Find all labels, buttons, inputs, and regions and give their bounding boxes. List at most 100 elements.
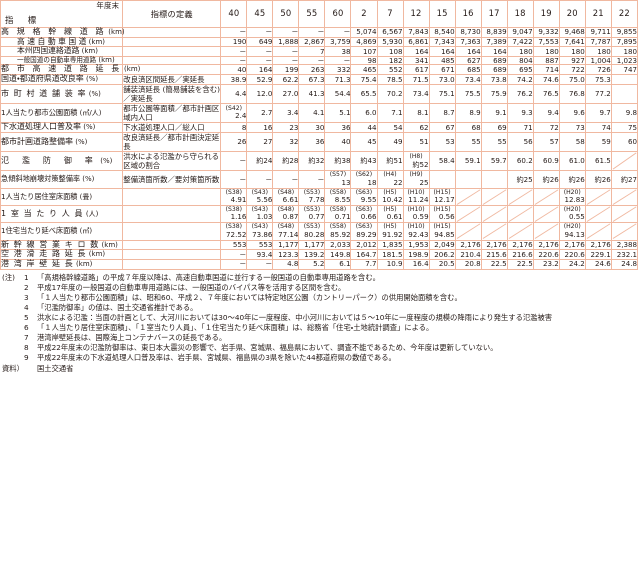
cell-year-note: (S43) [251, 188, 269, 196]
data-cell: 36 [298, 132, 326, 153]
data-cell: 59.7 [480, 151, 508, 172]
data-cell: 72 [532, 122, 560, 134]
data-cell: 7,843 [402, 27, 430, 38]
cell-year-note: (H20) [563, 188, 581, 196]
data-cell: (H10) 92.43 [402, 222, 430, 241]
data-cell: 617 [402, 64, 430, 75]
data-cell: 927 [558, 55, 586, 66]
data-cell: 24.8 [610, 258, 638, 270]
header-year-60: 60 [324, 0, 352, 28]
data-cell: 181.5 [376, 249, 404, 260]
cell-year-note: (S38) [225, 205, 243, 213]
data-cell: 23.2 [532, 258, 560, 270]
data-cell: 73.4 [454, 73, 482, 86]
data-cell: － [220, 55, 248, 66]
cell-value: 89.29 [356, 229, 377, 239]
row-label-unit: (人) [83, 209, 99, 218]
empty-cell-diagonal-icon [612, 223, 637, 240]
footnote-number: 3 [24, 292, 29, 302]
row-definition: 舗装済延長 (簡易舗装を含む) ／実延長 [122, 84, 222, 105]
cell-year-note: (H15) [433, 223, 451, 231]
data-cell: 123.3 [272, 249, 300, 260]
empty-data-cell [506, 222, 534, 241]
data-cell: 2.7 [246, 103, 274, 124]
row-definition [122, 55, 222, 66]
row-label-unit: (㎡/人) [77, 108, 102, 117]
cell-year-note: (S63) [355, 205, 373, 213]
data-cell: (S43) 1.03 [246, 204, 274, 224]
cell-value: 0.59 [412, 212, 429, 222]
data-cell: (S62) 18 [350, 170, 378, 189]
cell-year-note: (S63) [355, 223, 373, 231]
row-label: 都市計画道路整備率 (%) [0, 132, 124, 153]
data-cell: 75 [610, 122, 638, 134]
data-cell: 5.2 [298, 258, 326, 270]
row-definition [122, 258, 222, 270]
empty-cell-diagonal-icon [456, 189, 480, 205]
row-label: 1住宅当たり延べ床面積 (㎡) [0, 222, 124, 241]
data-cell: － [246, 258, 274, 270]
source-tag: 資料） [2, 364, 24, 374]
data-cell: 57 [532, 132, 560, 153]
empty-data-cell [610, 151, 638, 172]
data-cell: 2,049 [428, 239, 456, 251]
data-cell: － [324, 55, 352, 66]
footnote-item: 2 平成17年度の一般国道の自動車専用道路には、一般国道のバイパス等を活用する区間… [2, 283, 638, 293]
data-cell: 180 [584, 46, 612, 57]
row-label: 国道・都道府県道改良率 (%) [0, 73, 124, 86]
data-cell: (H5) 91.92 [376, 222, 404, 241]
data-cell: 約26 [532, 170, 560, 189]
data-cell: 75.1 [428, 84, 456, 105]
footnote-number: 9 [24, 353, 29, 362]
data-cell: 139.2 [298, 249, 326, 260]
cell-year-note: (H10) [407, 205, 425, 213]
cell-value: 73.86 [252, 229, 273, 239]
data-cell: 8.9 [454, 103, 482, 124]
cell-value: 18 [367, 177, 377, 187]
row-label-unit: (km) [96, 55, 115, 64]
data-cell: 9.3 [506, 103, 534, 124]
table-row: 都 市 高 速 道 路 延 長 (km) 40 164 199 263 332 465 552… [0, 64, 638, 75]
data-cell: 182 [376, 55, 404, 66]
data-cell: 2,176 [532, 239, 560, 251]
cell-value: 6.61 [282, 195, 299, 205]
data-cell: － [272, 55, 300, 66]
data-cell: 23 [272, 122, 300, 134]
empty-cell-diagonal-icon [482, 223, 506, 240]
data-cell: 24.2 [558, 258, 586, 270]
row-label-text: 1住宅当たり延べ床面積 [1, 226, 78, 236]
cell-year-note: (S48) [277, 188, 295, 196]
data-cell: 74.2 [506, 73, 534, 86]
data-cell: 689 [480, 64, 508, 75]
table-row: 1住宅当たり延べ床面積 (㎡) (S38) 72.52 (S43) 73.86 (S48)… [0, 222, 638, 241]
footnote-item: 6 「１人当たり居住室床面積」、「１室当たり人員」、「１住宅当たり延べ床面積」は、… [2, 323, 638, 333]
empty-cell-diagonal-icon [482, 206, 506, 222]
data-cell: 22.5 [480, 258, 508, 270]
data-cell: (S63) 9.55 [350, 187, 378, 206]
data-cell: － [220, 46, 248, 57]
data-cell: 約43 [350, 151, 378, 172]
row-label-text: 都 市 高 速 道 路 延 長 [1, 64, 122, 74]
data-cell: 55 [454, 132, 482, 153]
data-cell: 71 [506, 122, 534, 134]
data-cell: － [220, 258, 248, 270]
row-label: 急傾斜地崩壊対策整備率 (%) [0, 170, 124, 189]
row-label-unit: (km) [73, 259, 93, 268]
footnote-item: 8 平成22年度末の氾濫防御率は、東日本大震災の影響で、岩手県、宮城県、福島県にお… [2, 343, 638, 353]
data-cell: 7,895 [610, 36, 638, 48]
data-cell: 20.5 [428, 258, 456, 270]
data-cell: 180 [506, 46, 534, 57]
data-cell: 22.5 [506, 258, 534, 270]
cell-value: 0.56 [438, 212, 455, 222]
row-definition: 洪水による氾濫から守られる区域の割合 [122, 151, 222, 172]
table-row: 新 幹 線 営 業 キ ロ 数 (km) 553 553 1,177 1,177 2,03… [0, 239, 638, 251]
data-cell: (S43) 73.86 [246, 222, 274, 241]
data-cell: 9,047 [506, 27, 534, 38]
data-cell: 5.1 [324, 103, 352, 124]
data-cell: 149.8 [324, 249, 352, 260]
data-cell: 8,730 [454, 27, 482, 38]
data-cell: － [272, 170, 300, 189]
row-label-unit: (%) [81, 123, 96, 132]
data-cell: 2,176 [454, 239, 482, 251]
data-cell: 30 [298, 122, 326, 134]
